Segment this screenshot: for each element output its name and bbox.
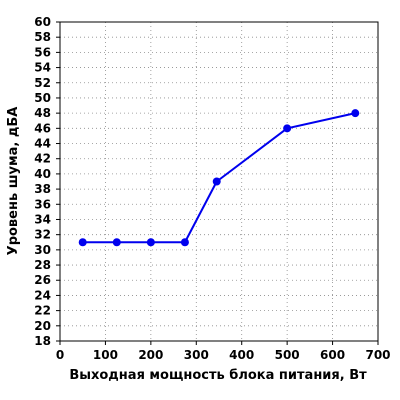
y-tick-label: 40: [34, 167, 51, 181]
series-group: [78, 109, 360, 247]
data-point: [146, 238, 155, 247]
y-tick-label: 24: [34, 288, 51, 302]
data-point: [212, 177, 221, 186]
y-axis-label: Уровень шума, дБА: [6, 107, 21, 256]
y-tick-label: 54: [34, 61, 51, 75]
y-tick-label: 46: [34, 121, 51, 135]
y-tick-label: 52: [34, 76, 51, 90]
y-tick-label: 18: [34, 334, 51, 348]
y-tick-label: 22: [34, 304, 51, 318]
y-tick-label: 58: [34, 30, 51, 44]
y-tick-label: 34: [34, 212, 51, 226]
y-tick-label: 36: [34, 197, 51, 211]
x-tick-label: 300: [184, 348, 209, 362]
data-point: [180, 238, 189, 247]
y-tick-label: 48: [34, 106, 51, 120]
y-tick-label: 42: [34, 152, 51, 166]
y-tick-label: 20: [34, 319, 51, 333]
x-tick-label: 500: [275, 348, 300, 362]
y-tick-label: 26: [34, 273, 51, 287]
y-tick-label: 28: [34, 258, 51, 272]
y-tick-label: 30: [34, 243, 51, 257]
data-point: [283, 124, 292, 133]
x-tick-label: 100: [93, 348, 118, 362]
x-axis-label: Выходная мощность блока питания, Вт: [69, 368, 367, 383]
series-line: [82, 112, 356, 244]
axis-ticks: [56, 21, 379, 345]
y-tick-label: 44: [34, 137, 51, 151]
data-point: [78, 238, 87, 247]
x-tick-label: 400: [229, 348, 254, 362]
x-tick-label: 0: [56, 348, 64, 362]
y-tick-label: 56: [34, 45, 51, 59]
grid-lines: [60, 22, 378, 341]
y-tick-label: 32: [34, 228, 51, 242]
x-axis-tick-labels: 0 100 200 300 400 500 600 700: [56, 348, 391, 362]
y-tick-label: 60: [34, 15, 51, 29]
x-tick-label: 700: [365, 348, 390, 362]
y-tick-label: 50: [34, 91, 51, 105]
y-tick-label: 38: [34, 182, 51, 196]
data-point: [351, 109, 360, 118]
data-point: [112, 238, 121, 247]
plot-area: [59, 21, 379, 342]
x-tick-label: 600: [320, 348, 345, 362]
x-tick-label: 200: [138, 348, 163, 362]
